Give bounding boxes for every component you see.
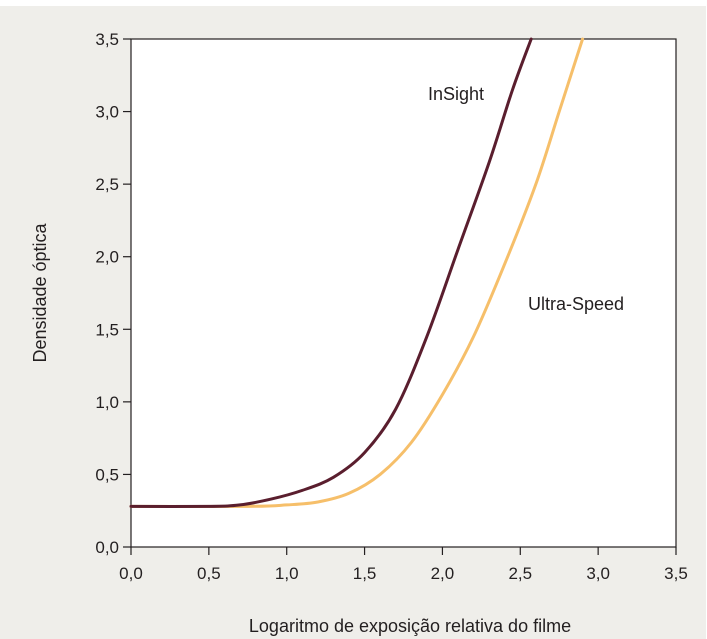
series-label-insight: InSight [428, 84, 484, 104]
x-tick-label: 3,5 [664, 564, 688, 583]
x-tick-label: 3,0 [586, 564, 610, 583]
y-tick-label: 3,5 [95, 30, 119, 49]
series-line-insight [129, 37, 533, 508]
y-tick-label: 2,0 [95, 248, 119, 267]
x-tick-label: 0,0 [119, 564, 143, 583]
series-label-ultra-speed: Ultra-Speed [528, 294, 624, 314]
x-axis-title: Logaritmo de exposição relativa do filme [249, 616, 571, 636]
x-tick-label: 1,5 [353, 564, 377, 583]
x-tick-label: 2,5 [508, 564, 532, 583]
x-tick-label: 2,0 [431, 564, 455, 583]
y-tick-label: 3,0 [95, 103, 119, 122]
y-tick-label: 1,0 [95, 393, 119, 412]
series-line-ultra-speed [129, 37, 585, 508]
x-tick-label: 1,0 [275, 564, 299, 583]
y-axis-title: Densidade óptica [30, 222, 50, 362]
y-tick-label: 2,5 [95, 175, 119, 194]
y-tick-label: 0,5 [95, 465, 119, 484]
plot-area [130, 38, 677, 548]
x-tick-label: 0,5 [197, 564, 221, 583]
y-tick-label: 0,0 [95, 538, 119, 557]
y-tick-label: 1,5 [95, 320, 119, 339]
